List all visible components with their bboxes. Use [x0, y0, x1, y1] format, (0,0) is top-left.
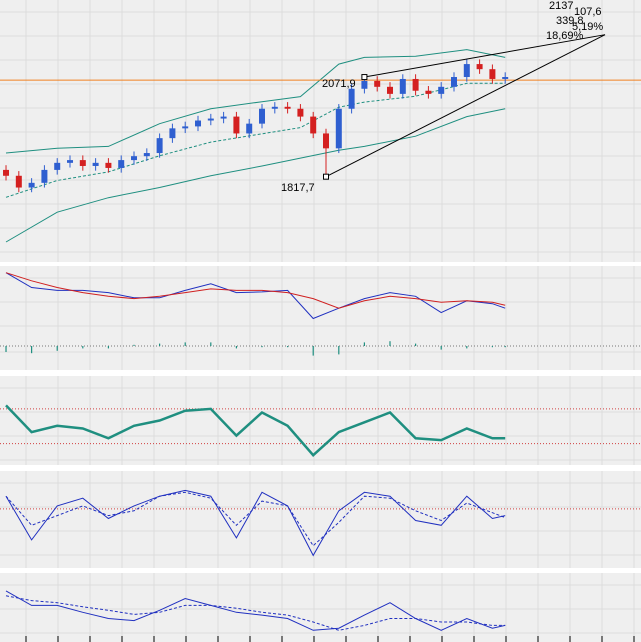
candle-body [438, 86, 445, 94]
trend-line [325, 34, 606, 178]
candle-body [105, 162, 112, 168]
candle-body [156, 138, 163, 154]
candle-body [233, 116, 240, 134]
candle-body [182, 126, 189, 129]
histogram-bar [338, 346, 340, 355]
histogram-bar [31, 346, 33, 354]
line-series [5, 82, 506, 198]
panel-background [0, 340, 641, 370]
histogram-bar [133, 344, 135, 346]
candle-body [143, 153, 150, 157]
candle-body [450, 77, 457, 87]
candle-body [3, 169, 10, 176]
histogram-bar [5, 346, 7, 352]
candle-body [169, 128, 176, 139]
candle-body [476, 64, 483, 70]
candle-body [28, 182, 35, 188]
candle-body [310, 116, 317, 134]
candle-body [361, 80, 368, 89]
candle-body [79, 160, 86, 166]
trend-line [364, 34, 606, 78]
panel-background [0, 471, 641, 568]
histogram-bar [159, 343, 161, 346]
annotation: 339,8 [556, 15, 584, 27]
candle-body [207, 118, 214, 121]
panel-background [0, 266, 641, 340]
histogram-bar [363, 342, 366, 346]
candle-body [489, 69, 496, 79]
histogram-bar [389, 341, 391, 346]
annotation: 1817,7 [281, 182, 315, 194]
line-series [5, 590, 506, 631]
histogram-bar [440, 346, 442, 350]
candle-body [374, 80, 381, 87]
candle-body [92, 162, 99, 166]
candle-body [297, 108, 304, 117]
line-series [5, 272, 506, 320]
candle-body [348, 88, 355, 109]
candle-body [502, 77, 509, 79]
histogram-bar [466, 346, 468, 349]
candle-body [54, 162, 61, 170]
candle-body [246, 123, 253, 134]
candle-body [335, 108, 342, 149]
histogram-bar [504, 346, 506, 348]
candle-body [463, 64, 470, 78]
panel-background [0, 376, 641, 465]
annotation: 107,6 [574, 6, 602, 18]
histogram-bar [261, 346, 263, 348]
line-series [5, 272, 506, 309]
histogram-bar [82, 346, 84, 349]
histogram-bar [312, 346, 314, 356]
line-series [5, 49, 506, 154]
annotation: 2071,9 [322, 78, 356, 90]
trend-handle [323, 173, 330, 180]
candle-body [425, 90, 432, 94]
candle-body [284, 106, 291, 109]
annotation: 2137 [549, 0, 573, 12]
candle-body [271, 106, 278, 109]
line-series [5, 404, 506, 457]
candle-body [67, 160, 74, 163]
line-series [5, 489, 506, 557]
line-series [5, 108, 506, 243]
histogram-bar [415, 343, 417, 346]
candle-body [412, 78, 419, 91]
candle-body [323, 133, 330, 149]
histogram-bar [184, 342, 186, 346]
histogram-bar [210, 342, 212, 346]
candle-body [399, 78, 406, 94]
histogram-bar [235, 346, 238, 349]
line-series [5, 595, 506, 631]
histogram-bar [107, 346, 110, 349]
candle-body [387, 86, 394, 94]
histogram-bar [287, 346, 289, 348]
candle-body [259, 108, 266, 124]
candle-body [41, 169, 48, 183]
candle-body [195, 120, 202, 127]
histogram-bar [491, 346, 493, 348]
panel-background [0, 573, 641, 642]
candle-body [220, 116, 227, 119]
annotation: 5,19% [572, 21, 603, 33]
histogram-bar [56, 346, 58, 351]
trend-handle [361, 74, 368, 81]
candle-body [118, 160, 125, 168]
panel-background [0, 0, 641, 262]
candle-body [15, 175, 22, 188]
line-series [5, 491, 506, 547]
candle-body [131, 156, 138, 161]
annotation: 18,69% [546, 30, 584, 42]
